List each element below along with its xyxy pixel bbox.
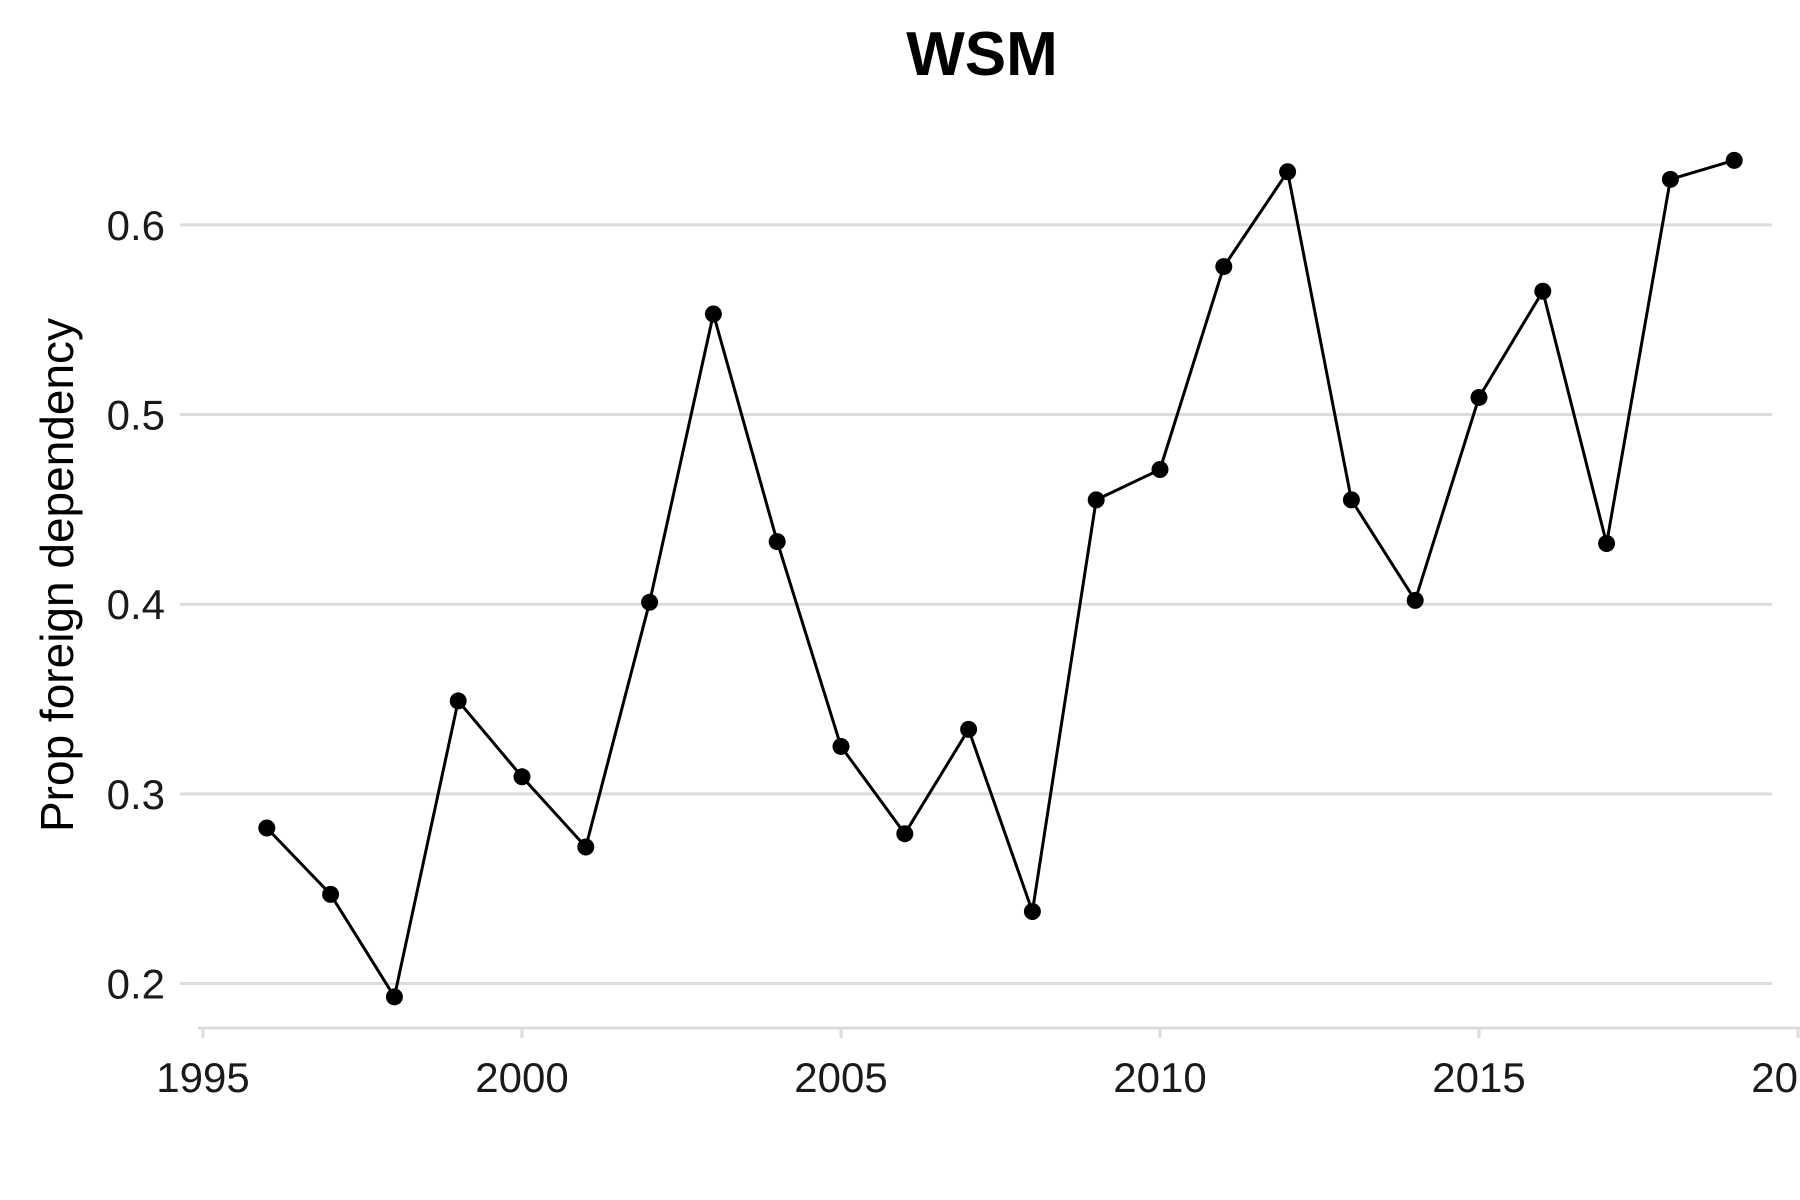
x-tick-label: 2020 — [1751, 1054, 1800, 1101]
data-point — [1406, 591, 1424, 609]
data-point — [896, 825, 914, 843]
data-point — [1342, 491, 1360, 509]
data-point — [1215, 258, 1233, 276]
data-point — [1661, 170, 1679, 188]
data-point — [1725, 151, 1743, 169]
x-tick-label: 2005 — [794, 1054, 887, 1101]
y-axis-label: Prop foreign dependency — [31, 318, 83, 832]
data-point — [1598, 534, 1616, 552]
data-point — [832, 737, 850, 755]
data-point — [1534, 282, 1552, 300]
data-point — [1151, 461, 1169, 479]
data-point — [960, 720, 978, 738]
data-point — [1470, 388, 1488, 406]
y-axis: 0.2 0.3 0.4 0.5 0.6 — [107, 202, 165, 1008]
data-point — [258, 819, 276, 837]
x-tick-label: 2015 — [1432, 1054, 1525, 1101]
x-tick-label: 2000 — [475, 1054, 568, 1101]
series — [258, 151, 1743, 1006]
data-point — [449, 692, 467, 710]
data-point — [704, 305, 722, 323]
data-point — [513, 768, 531, 786]
data-point — [641, 593, 659, 611]
x-axis: 1995 2000 2005 2010 2015 2020 — [156, 1026, 1800, 1101]
data-point — [1023, 902, 1041, 920]
data-point — [1279, 163, 1297, 181]
data-point — [385, 988, 403, 1006]
data-point — [577, 838, 595, 856]
gridlines — [180, 223, 1772, 986]
x-tick-label: 1995 — [156, 1054, 249, 1101]
y-tick-label: 0.4 — [107, 581, 165, 628]
series-line — [265, 158, 1735, 1001]
y-tick-label: 0.5 — [107, 392, 165, 439]
chart-title: WSM — [906, 20, 1058, 89]
data-point — [322, 885, 340, 903]
y-tick-label: 0.2 — [107, 961, 165, 1008]
data-point — [768, 533, 786, 551]
data-point — [1087, 491, 1105, 509]
y-tick-label: 0.6 — [107, 202, 165, 249]
y-tick-label: 0.3 — [107, 771, 165, 818]
x-tick-label: 2010 — [1113, 1054, 1206, 1101]
